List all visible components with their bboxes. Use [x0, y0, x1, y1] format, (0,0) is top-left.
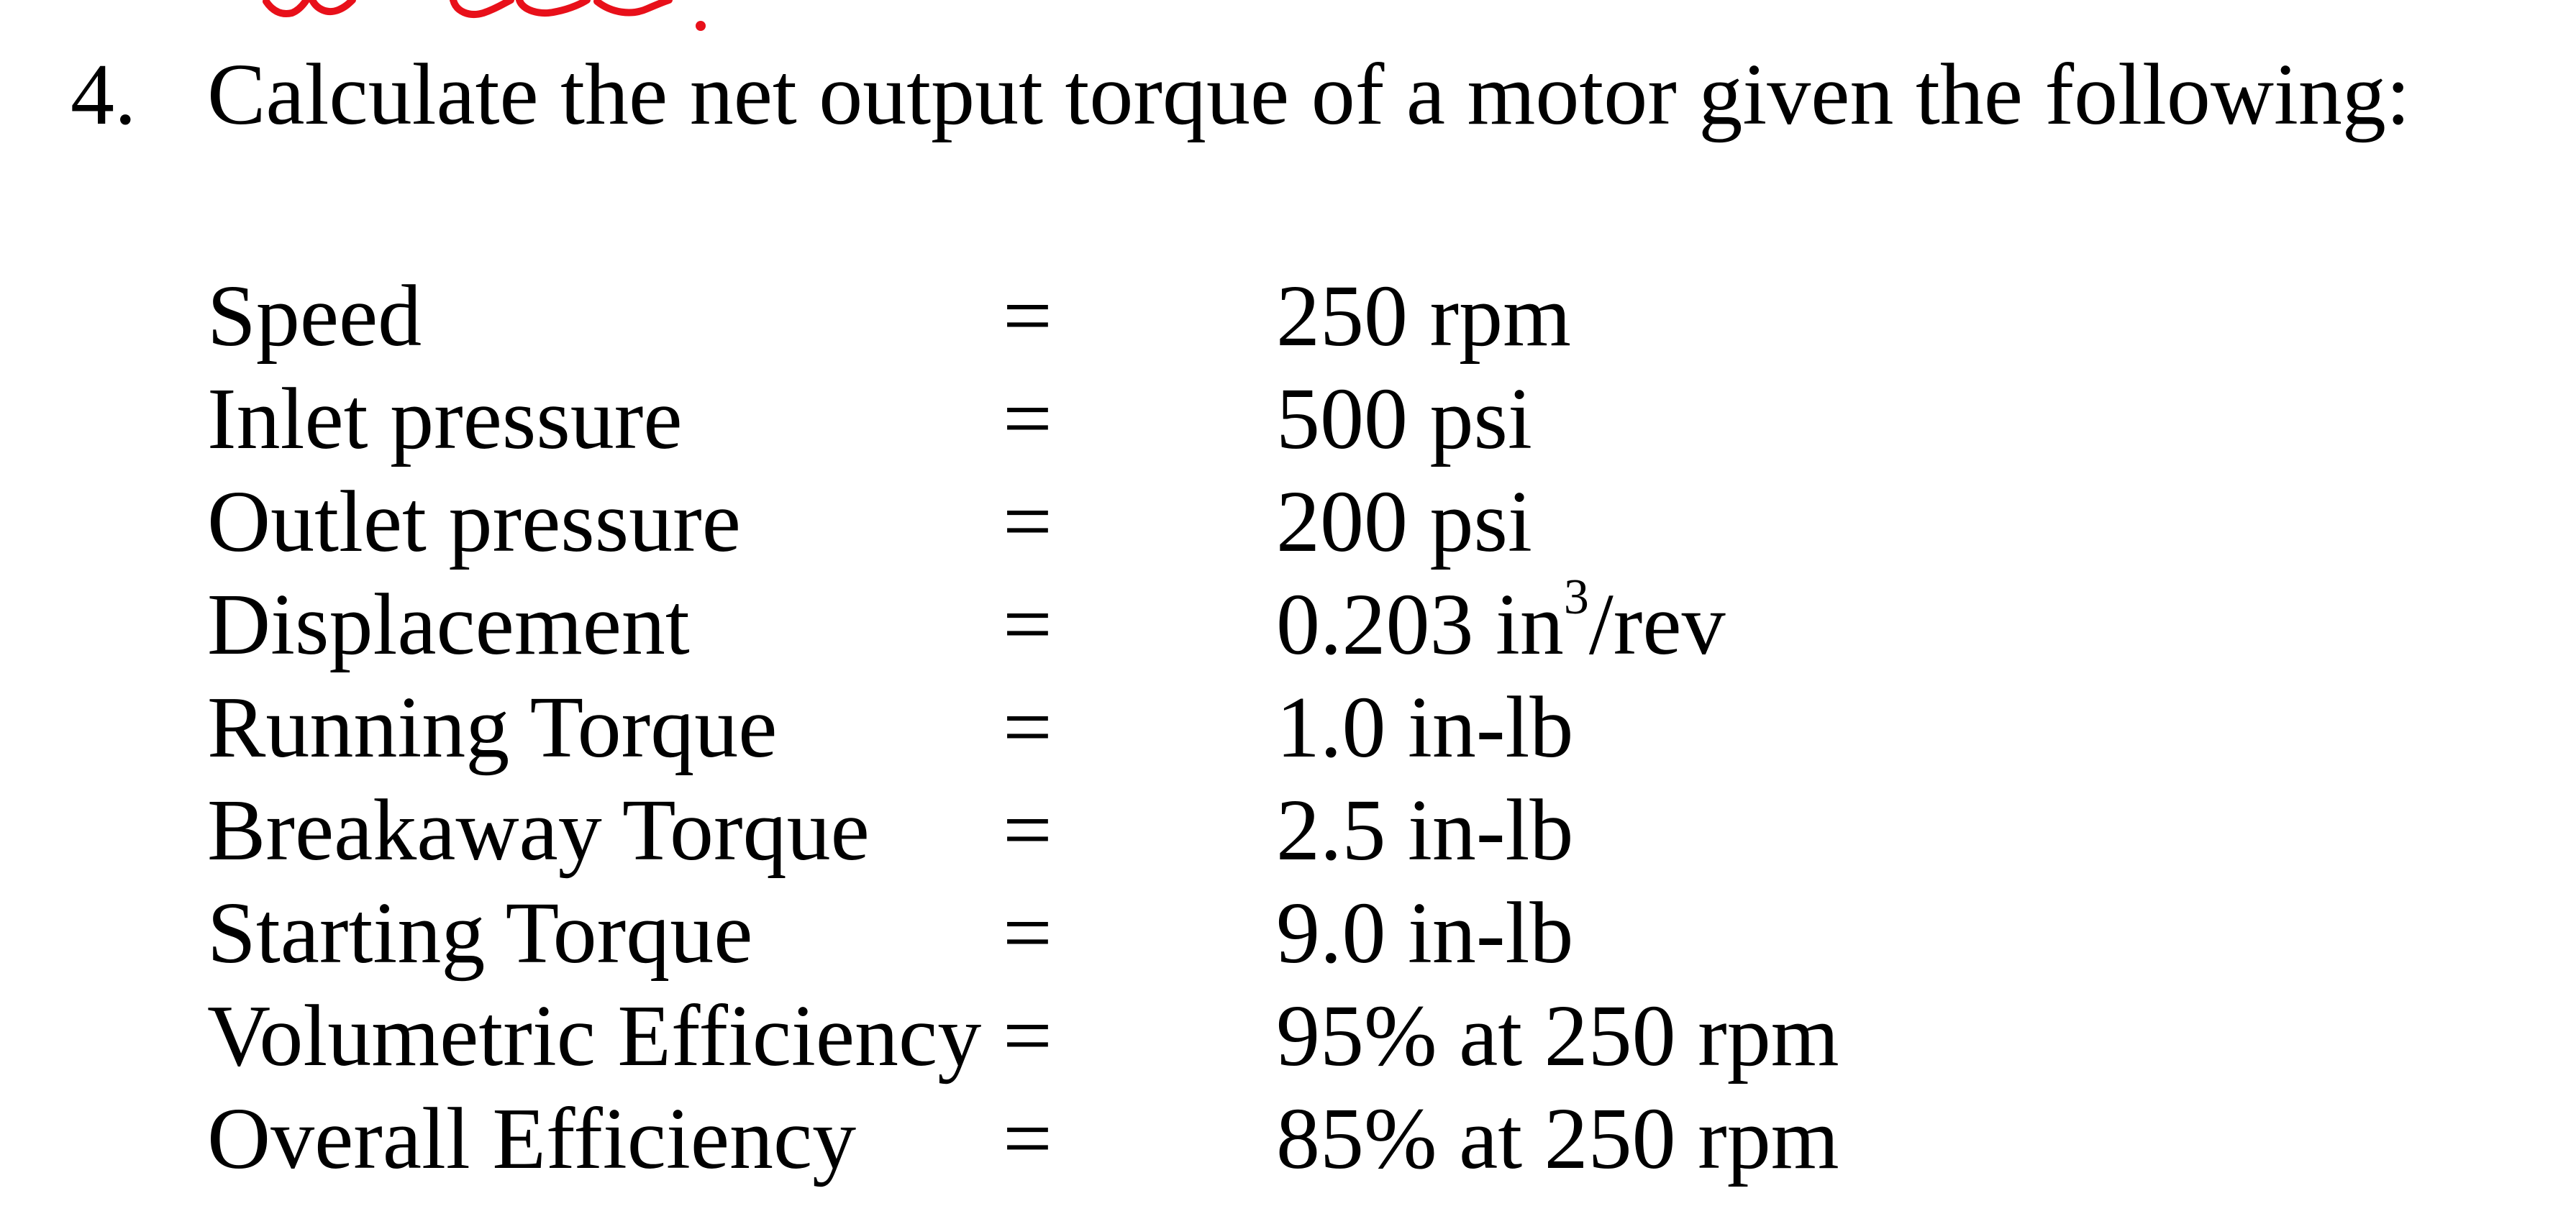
param-value: 95% at 250 rpm — [1276, 987, 1839, 1084]
param-value-unit-tail: /rev — [1588, 576, 1726, 673]
param-label: Overall Efficiency — [207, 1090, 857, 1187]
handwritten-red-annotation — [263, 0, 706, 31]
param-value: 0.203 in3/rev — [1276, 570, 1726, 676]
param-label: Running Torque — [207, 679, 778, 776]
param-label: Displacement — [207, 576, 690, 673]
param-label: Volumetric Efficiency — [207, 987, 982, 1084]
question-number: 4. — [70, 46, 137, 143]
question-heading: 4. Calculate the net output torque of a m… — [70, 37, 2411, 152]
equals-sign: = — [1003, 885, 1052, 982]
param-value: 85% at 250 rpm — [1276, 1090, 1839, 1187]
param-label: Starting Torque — [207, 885, 753, 982]
param-value: 2.5 in-lb — [1276, 782, 1574, 879]
param-label: Inlet pressure — [207, 370, 683, 467]
equals-sign: = — [1003, 679, 1052, 776]
equals-sign: = — [1003, 1090, 1052, 1187]
question-text: Calculate the net output torque of a mot… — [207, 46, 2411, 143]
equals-sign: = — [1003, 268, 1052, 365]
param-value: 1.0 in-lb — [1276, 679, 1574, 776]
param-value-main: 0.203 in — [1276, 576, 1564, 673]
equals-sign: = — [1003, 473, 1052, 570]
param-label: Breakaway Torque — [207, 782, 870, 879]
equals-sign: = — [1003, 987, 1052, 1084]
param-value-exponent: 3 — [1563, 570, 1589, 625]
equals-sign: = — [1003, 782, 1052, 879]
equals-sign: = — [1003, 370, 1052, 467]
param-value: 500 psi — [1276, 370, 1532, 467]
param-label: Speed — [207, 268, 422, 365]
param-value: 200 psi — [1276, 473, 1532, 570]
equals-sign: = — [1003, 576, 1052, 673]
param-value: 250 rpm — [1276, 268, 1572, 365]
param-value: 9.0 in-lb — [1276, 885, 1574, 982]
param-label: Outlet pressure — [207, 473, 741, 570]
